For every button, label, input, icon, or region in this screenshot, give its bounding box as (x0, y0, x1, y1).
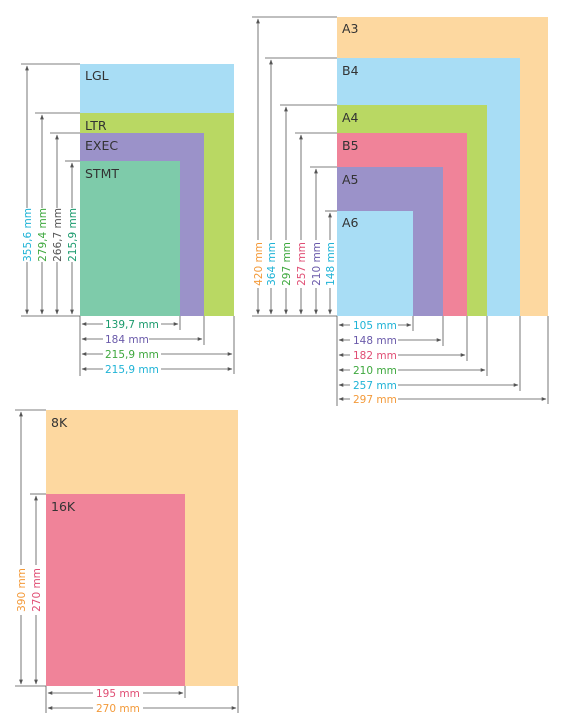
width-label-a5: 148 mm (353, 335, 397, 347)
label-16k: 16K (51, 499, 76, 514)
width-label-exec: 184 mm (105, 334, 149, 346)
width-label-b4: 257 mm (353, 380, 397, 392)
label-a5: A5 (342, 172, 359, 187)
height-label-a3: 420 mm (253, 242, 265, 286)
width-label-a3: 297 mm (353, 394, 397, 406)
label-a3: A3 (342, 21, 359, 36)
height-label-a6: 148 mm (325, 242, 337, 286)
height-label-b5: 257 mm (296, 242, 308, 286)
paper-a6 (337, 211, 413, 316)
us-paper-sizes: LGL LTR EXEC STMT 355,6 mm 279,4 mm 266,… (21, 63, 235, 376)
width-label-a6: 105 mm (353, 320, 397, 332)
height-label-16k: 270 mm (31, 568, 43, 612)
label-ltr: LTR (85, 118, 107, 133)
width-label-8k: 270 mm (96, 703, 140, 715)
width-label-16k: 195 mm (96, 688, 140, 700)
iso-paper-sizes: A3 B4 A4 B5 A5 A6 420 mm 364 mm 297 mm 2… (252, 16, 549, 406)
paper-stmt (80, 161, 180, 316)
width-label-lgl: 215,9 mm (105, 364, 159, 376)
width-label-a4: 210 mm (353, 365, 397, 377)
height-label-stmt: 215,9 mm (67, 208, 79, 262)
label-exec: EXEC (85, 138, 118, 153)
height-label-a4: 297 mm (281, 242, 293, 286)
width-label-ltr: 215,9 mm (105, 349, 159, 361)
height-label-exec: 266,7 mm (52, 208, 64, 262)
label-a4: A4 (342, 110, 359, 125)
width-label-stmt: 139,7 mm (105, 319, 159, 331)
height-label-lgl: 355,6 mm (22, 208, 34, 262)
label-stmt: STMT (85, 166, 119, 181)
label-lgl: LGL (85, 68, 109, 83)
height-label-ltr: 279,4 mm (37, 208, 49, 262)
k-paper-sizes: 8K 16K 390 mm 270 mm 195 mm 270 mm (15, 409, 239, 715)
paper-16k (46, 494, 185, 686)
label-b4: B4 (342, 63, 359, 78)
label-8k: 8K (51, 415, 68, 430)
label-b5: B5 (342, 138, 359, 153)
height-label-a5: 210 mm (311, 242, 323, 286)
label-a6: A6 (342, 215, 359, 230)
width-label-b5: 182 mm (353, 350, 397, 362)
height-label-8k: 390 mm (16, 568, 28, 612)
height-label-b4: 364 mm (266, 242, 278, 286)
